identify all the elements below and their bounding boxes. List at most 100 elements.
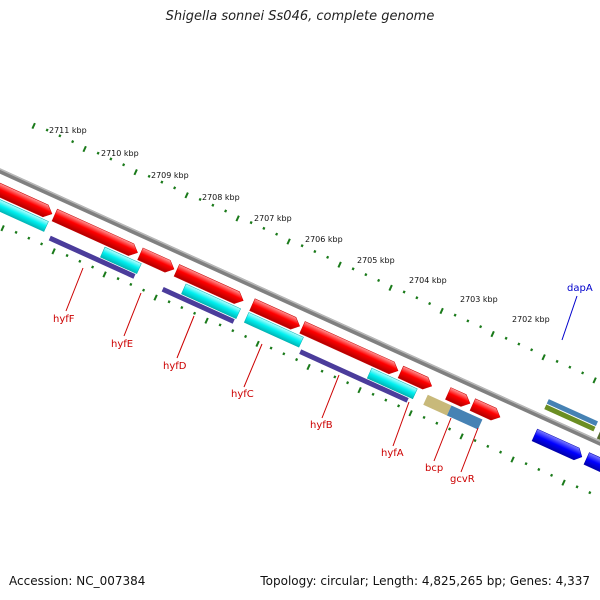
ruler-minor-tick [231, 329, 235, 333]
ruler-minor-tick [550, 473, 554, 477]
cds-hyfB [249, 298, 301, 330]
purple-feature-track [48, 235, 409, 403]
cds-hyfC [173, 264, 244, 304]
ruler-minor-tick [473, 438, 477, 443]
ruler-label-2711: 2711 kbp [49, 126, 87, 135]
purple-feature-2 [161, 286, 235, 324]
ruler-major-tick [459, 433, 464, 440]
ruler-minor-tick [555, 359, 559, 363]
ruler-minor-tick [45, 128, 49, 132]
ruler-minor-tick [384, 398, 388, 402]
ruler-major-tick [408, 410, 413, 417]
ruler-major-tick [286, 238, 291, 245]
ruler-minor-tick [109, 157, 113, 161]
ruler-minor-tick [486, 444, 490, 448]
ruler-minor-tick [415, 296, 419, 300]
ruler-minor-tick [71, 140, 75, 144]
ruler-minor-tick [313, 249, 317, 254]
ruler-minor-tick [499, 450, 503, 454]
ruler-minor-tick [211, 203, 215, 207]
gene-label-gcvR: gcvR [450, 474, 475, 485]
ruler-minor-tick [479, 325, 483, 329]
forward-cds-track [0, 164, 501, 421]
tan-feature [423, 394, 452, 416]
ruler-minor-tick [122, 163, 126, 167]
ruler-minor-tick [78, 259, 82, 263]
ruler-minor-tick [180, 305, 184, 310]
ruler-minor-tick [448, 427, 452, 431]
ruler-label-2703: 2703 kbp [460, 295, 498, 304]
gene-label-hyfE: hyfE [111, 339, 133, 350]
ruler-minor-tick [351, 267, 355, 271]
cyan-feature-4 [243, 312, 304, 348]
dapA-steel-bar [546, 399, 598, 426]
ruler-minor-tick [346, 381, 350, 385]
cyan-feature-1 [0, 177, 49, 232]
ruler-minor-tick [244, 334, 248, 339]
cyan-feature-5 [366, 367, 418, 400]
ruler-major-tick [337, 261, 342, 268]
ruler-minor-tick [116, 277, 120, 281]
ruler-major-tick [51, 248, 56, 255]
gene-label-dapA: dapA [567, 283, 593, 294]
ruler-minor-tick [575, 485, 579, 489]
gene-label-hyfD: hyfD [163, 361, 187, 372]
ruler-minor-tick [402, 290, 406, 294]
gene-label-hyfB: hyfB [310, 420, 333, 431]
ruler-label-2707: 2707 kbp [254, 214, 292, 223]
ruler-minor-tick [14, 230, 18, 234]
ruler-label-2702: 2702 kbp [512, 315, 550, 324]
ruler-minor-tick [65, 253, 69, 258]
ruler-minor-tick [320, 369, 324, 373]
gene-label-hyfA: hyfA [381, 448, 404, 459]
ruler-major-tick [255, 340, 260, 347]
ruler-minor-tick [282, 352, 286, 356]
ruler-major-tick [439, 307, 444, 315]
ruler-minor-tick [269, 346, 273, 350]
ruler-major-tick [388, 284, 393, 291]
ruler-minor-tick [377, 278, 381, 283]
ruler-minor-tick [275, 232, 279, 236]
cds-hyfF [0, 164, 53, 218]
ruler-minor-tick [517, 342, 521, 346]
ruler-label-2709: 2709 kbp [151, 171, 189, 180]
purple-feature-1 [48, 235, 136, 279]
inner-ruler [0, 225, 592, 495]
ruler-minor-tick [96, 151, 100, 155]
ruler-minor-tick [147, 174, 151, 178]
ruler-major-tick [357, 386, 362, 394]
ruler-minor-tick [224, 209, 228, 213]
ruler-minor-tick [262, 226, 266, 230]
ruler-minor-tick [588, 491, 592, 495]
ruler-minor-tick [422, 415, 426, 420]
ruler-major-tick [235, 215, 240, 222]
ruler-minor-tick [58, 134, 62, 138]
ruler-minor-tick [40, 242, 44, 246]
ruler-minor-tick [428, 301, 432, 306]
outer-ruler [31, 122, 597, 384]
gene-label-hyfF: hyfF [53, 314, 75, 325]
ruler-major-tick [592, 377, 597, 384]
ruler-minor-tick [435, 421, 439, 425]
gene-labels: hyfF hyfE hyfD hyfC hyfB hyfA bcp gcvR d… [53, 283, 593, 485]
ruler-major-tick [184, 192, 189, 199]
ruler-major-tick [153, 294, 158, 301]
ruler-major-tick [306, 363, 311, 371]
ruler-minor-tick [537, 467, 541, 472]
purple-feature-3 [299, 349, 409, 403]
ruler-minor-tick [27, 236, 31, 240]
ruler-minor-tick [524, 462, 528, 466]
ruler-minor-tick [453, 313, 457, 317]
ruler-minor-tick [466, 319, 470, 323]
cds-dapA-1 [531, 428, 583, 461]
genome-summary-text: Topology: circular; Length: 4,825,265 bp… [260, 574, 590, 588]
ruler-minor-tick [173, 186, 177, 190]
ruler-label-2704: 2704 kbp [409, 276, 447, 285]
gene-label-hyfC: hyfC [231, 389, 254, 400]
ruler-labels: 2711 kbp 2710 kbp 2709 kbp 2708 kbp 2707… [49, 126, 550, 324]
ruler-major-tick [204, 317, 209, 324]
ruler-minor-tick [300, 244, 304, 248]
ruler-minor-tick [530, 348, 534, 352]
ruler-minor-tick [581, 371, 585, 375]
ruler-label-2710: 2710 kbp [101, 149, 139, 158]
